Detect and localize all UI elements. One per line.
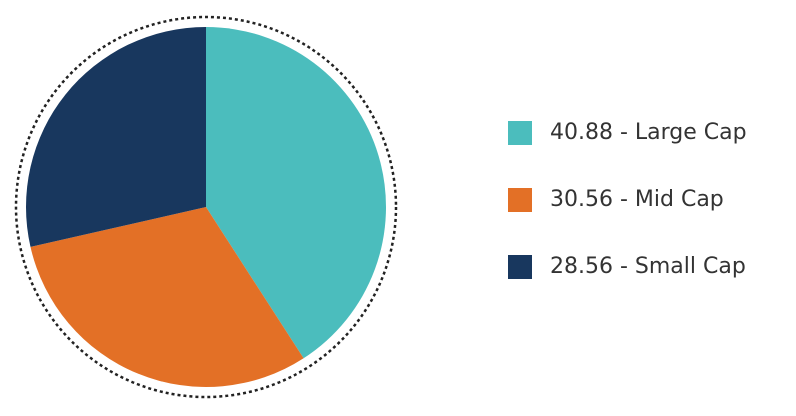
legend-label: 40.88 - Large Cap: [550, 120, 747, 145]
legend-swatch: [508, 121, 532, 145]
legend-swatch: [508, 255, 532, 279]
legend-label: 28.56 - Small Cap: [550, 254, 746, 279]
pie-slice: [25, 27, 206, 247]
pie-slice: [30, 207, 304, 387]
dotted-ring: [14, 15, 398, 399]
pie-slice: [206, 27, 387, 359]
legend-swatch: [508, 188, 532, 212]
legend-label: 30.56 - Mid Cap: [550, 187, 724, 212]
